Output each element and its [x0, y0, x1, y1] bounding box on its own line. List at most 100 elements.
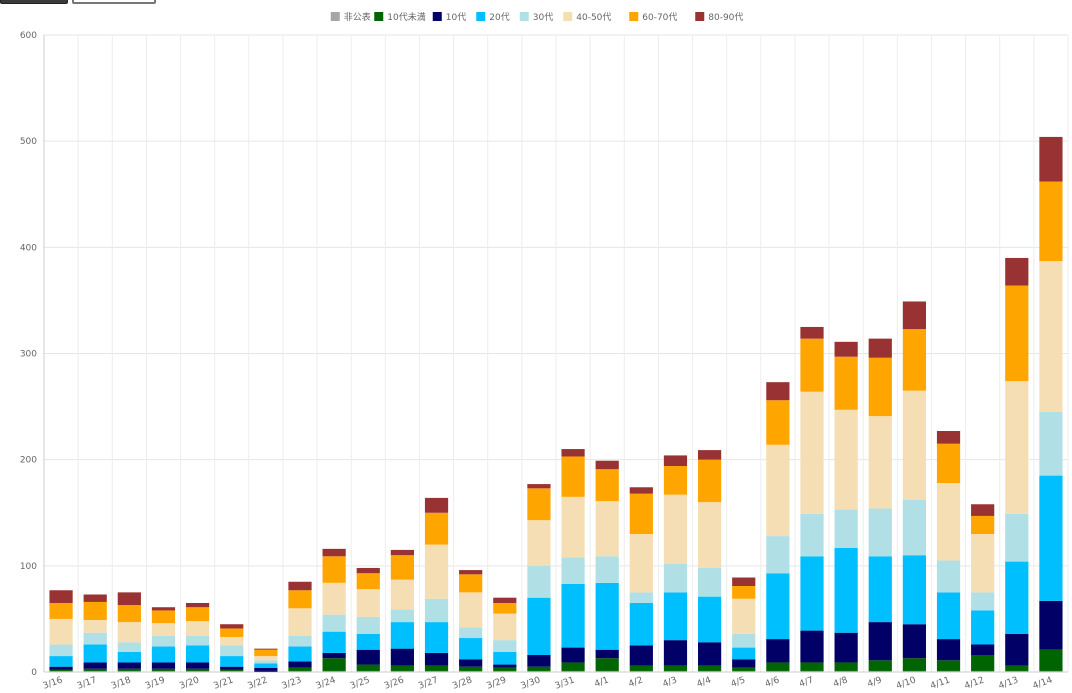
bar-segment	[595, 469, 619, 502]
bar-segment	[1005, 561, 1029, 634]
bar-segment	[1039, 600, 1063, 650]
bar-segment	[595, 658, 619, 671]
legend-swatch	[374, 12, 384, 21]
y-axis: 0 100 200 300 400 500 600	[20, 31, 37, 678]
bar-segment	[766, 573, 790, 640]
bar-segment	[663, 466, 688, 495]
bar-segment	[49, 590, 73, 603]
toolbar-button-light[interactable]	[72, 0, 156, 4]
bar-segment	[83, 594, 107, 602]
bar-segment	[834, 662, 858, 671]
bar-segment	[527, 484, 551, 489]
bar-segment	[220, 624, 244, 629]
bar-segment	[766, 662, 790, 671]
bar-segment	[185, 621, 210, 636]
bar-segment	[732, 659, 756, 668]
bar-segment	[732, 647, 756, 660]
bar-segment	[732, 670, 756, 672]
bar-segment	[459, 670, 483, 672]
bar-segment	[83, 670, 107, 672]
y-tick-label: 0	[31, 668, 37, 678]
bar-segment	[220, 636, 244, 646]
bar-segment	[902, 555, 927, 625]
bar-segment	[697, 665, 722, 671]
bar-segment	[663, 640, 688, 666]
bar-segment	[800, 662, 824, 671]
bar-segment	[220, 628, 244, 637]
bar-segment	[971, 610, 995, 645]
bar-segment	[390, 622, 415, 649]
bar-segment	[868, 508, 892, 557]
bar-segment	[902, 670, 927, 672]
bar-segment	[117, 668, 141, 671]
bar-segment	[595, 649, 619, 659]
bar-segment	[459, 627, 483, 639]
toolbar-button-dark[interactable]	[0, 0, 68, 4]
bar-segment	[322, 658, 346, 671]
bar-segment	[493, 670, 517, 672]
bar-segment	[117, 670, 141, 672]
bar-segment	[151, 607, 176, 611]
legend-label: 非公表	[344, 11, 371, 23]
bar-segment	[936, 431, 961, 444]
bar-segment	[49, 666, 73, 670]
bar-segment	[595, 582, 619, 650]
x-tick-label: 3/18	[110, 675, 133, 691]
x-tick-label: 4/11	[929, 675, 951, 691]
bar-segment	[356, 573, 380, 590]
bar-segment	[766, 444, 790, 537]
bar-segment	[356, 633, 380, 650]
y-tick-label: 600	[20, 31, 37, 41]
bar-segment	[390, 670, 415, 672]
bar-segment	[629, 670, 653, 672]
bar-segment	[971, 644, 995, 656]
bar-segment	[49, 618, 73, 645]
bar-segment	[1039, 670, 1063, 672]
bar-segment	[288, 608, 312, 636]
bar-segment	[732, 633, 756, 648]
bar-segment	[868, 622, 892, 661]
bar-segment	[254, 649, 278, 657]
bar-segment	[834, 632, 858, 663]
bar-segment	[629, 602, 653, 646]
x-tick-label: 3/20	[178, 675, 201, 691]
bar-segment	[254, 663, 278, 668]
bar-segment	[356, 649, 380, 665]
bar-segment	[971, 515, 995, 534]
bar-segment	[1005, 670, 1029, 672]
legend-swatch	[563, 12, 573, 21]
x-tick-label: 4/2	[627, 675, 644, 689]
x-tick-label: 3/17	[76, 675, 98, 691]
bar-segment	[83, 668, 107, 671]
bar-segment	[493, 613, 517, 641]
x-axis: 3/16 3/17 3/18 3/19 3/20 3/21 3/22 3/23 3/24 3/25…	[42, 675, 1055, 691]
x-tick-label: 4/13	[997, 675, 1019, 691]
x-tick-label: 3/16	[42, 675, 65, 691]
bar-segment	[185, 662, 210, 669]
bar-segment	[83, 662, 107, 669]
x-tick-label: 3/28	[451, 675, 474, 691]
bar-segment	[902, 658, 927, 671]
bar-segment	[697, 459, 722, 503]
x-tick-label: 4/3	[661, 675, 678, 689]
legend-swatch	[695, 12, 705, 21]
bar-segment	[971, 670, 995, 672]
bar-segment	[83, 632, 107, 645]
bar-segment	[117, 662, 141, 669]
bar-segment	[424, 652, 449, 666]
legend-swatch	[519, 12, 529, 21]
bar-segment	[390, 665, 415, 671]
bar-segment	[185, 645, 210, 663]
y-tick-label: 500	[20, 137, 37, 147]
bar-segment	[595, 460, 619, 470]
x-tick-label: 4/14	[1032, 675, 1055, 691]
bar-segment	[902, 390, 927, 501]
y-tick-label: 300	[20, 350, 37, 360]
bar-segment	[936, 560, 961, 593]
bar-segment	[1005, 513, 1029, 562]
bar-segment	[936, 639, 961, 661]
bar-segment	[1005, 633, 1029, 666]
bar-segment	[493, 597, 517, 603]
bar-segment	[1039, 181, 1063, 262]
